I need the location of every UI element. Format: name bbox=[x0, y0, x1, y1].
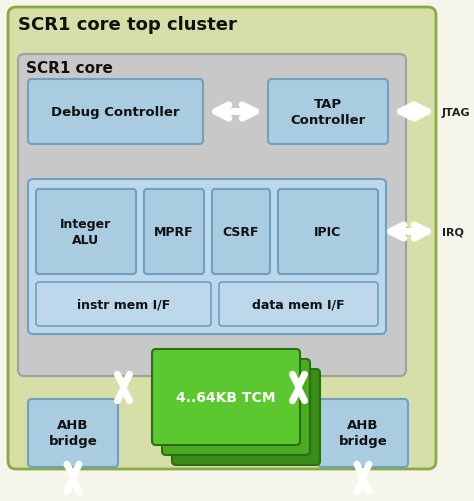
FancyBboxPatch shape bbox=[172, 369, 320, 465]
FancyBboxPatch shape bbox=[18, 55, 406, 376]
FancyBboxPatch shape bbox=[212, 189, 270, 275]
FancyBboxPatch shape bbox=[8, 8, 436, 469]
FancyBboxPatch shape bbox=[278, 189, 378, 275]
Text: IRQ: IRQ bbox=[442, 227, 464, 237]
Text: AHB
bridge: AHB bridge bbox=[338, 419, 387, 447]
Text: data mem I/F: data mem I/F bbox=[252, 298, 345, 311]
FancyBboxPatch shape bbox=[219, 283, 378, 326]
Text: Debug Controller: Debug Controller bbox=[51, 106, 180, 119]
FancyBboxPatch shape bbox=[28, 80, 203, 145]
Text: SCR1 core top cluster: SCR1 core top cluster bbox=[18, 16, 237, 34]
FancyBboxPatch shape bbox=[36, 189, 136, 275]
FancyBboxPatch shape bbox=[318, 399, 408, 467]
Text: SCR1 core: SCR1 core bbox=[26, 61, 113, 76]
Text: IPIC: IPIC bbox=[314, 225, 342, 238]
FancyBboxPatch shape bbox=[144, 189, 204, 275]
Text: instr mem I/F: instr mem I/F bbox=[77, 298, 170, 311]
FancyBboxPatch shape bbox=[28, 399, 118, 467]
Text: JTAG: JTAG bbox=[442, 107, 471, 117]
FancyBboxPatch shape bbox=[268, 80, 388, 145]
FancyBboxPatch shape bbox=[28, 180, 386, 334]
FancyBboxPatch shape bbox=[162, 359, 310, 455]
Text: TAP
Controller: TAP Controller bbox=[291, 98, 365, 127]
FancyBboxPatch shape bbox=[36, 283, 211, 326]
Text: MPRF: MPRF bbox=[154, 225, 194, 238]
Text: Integer
ALU: Integer ALU bbox=[60, 217, 111, 246]
Text: CSRF: CSRF bbox=[223, 225, 259, 238]
Text: AHB
bridge: AHB bridge bbox=[49, 419, 97, 447]
Text: 4..64KB TCM: 4..64KB TCM bbox=[176, 390, 276, 404]
FancyBboxPatch shape bbox=[152, 349, 300, 445]
